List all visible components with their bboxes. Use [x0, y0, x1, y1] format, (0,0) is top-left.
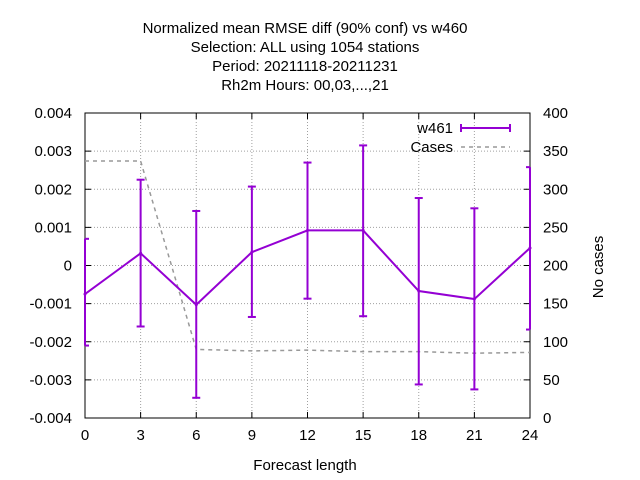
- x-tick-label: 15: [355, 427, 372, 444]
- y-tick-label: 0.002: [34, 181, 72, 198]
- y2-tick-label: 200: [543, 258, 568, 275]
- y2-tick-label: 50: [543, 372, 560, 389]
- y-tick-label: -0.003: [29, 372, 72, 389]
- w461-point: [306, 228, 309, 232]
- y-tick-label: 0.004: [34, 105, 72, 122]
- title-line: Selection: ALL using 1054 stations: [191, 39, 420, 56]
- cases-line: [85, 160, 531, 354]
- y2-axis-label: No cases: [590, 236, 607, 299]
- x-tick-label: 0: [81, 427, 89, 444]
- series-w461: [83, 144, 532, 399]
- x-axis-label: Forecast length: [253, 457, 356, 474]
- y-tick-label: 0: [64, 258, 72, 275]
- series-cases: [85, 160, 531, 354]
- x-tick-label: 3: [136, 427, 144, 444]
- x-tick-label: 9: [248, 427, 256, 444]
- w461-point: [194, 303, 198, 307]
- legend-label-cases: Cases: [410, 139, 453, 156]
- w461-point: [250, 250, 254, 254]
- y2-tick-label: 0: [543, 410, 551, 427]
- axis-ticks: 0 3 6 9 12 15 18 21 24 0.004 0.003 0.002 0.001 0 -0.00…: [29, 105, 568, 444]
- legend-label-w461: w461: [416, 120, 453, 137]
- x-tick-label: 12: [299, 427, 316, 444]
- w461-point: [361, 228, 365, 232]
- x-tick-label: 24: [522, 427, 539, 444]
- y2-tick-label: 250: [543, 219, 568, 236]
- w461-point: [417, 289, 421, 293]
- y2-tick-label: 100: [543, 334, 568, 351]
- title-line: Normalized mean RMSE diff (90% conf) vs …: [143, 20, 468, 37]
- y-tick-label: -0.001: [29, 296, 72, 313]
- y2-tick-label: 150: [543, 296, 568, 313]
- y-tick-label: -0.002: [29, 334, 72, 351]
- title-line: Rh2m Hours: 00,03,...,21: [221, 77, 389, 94]
- y-tick-label: 0.001: [34, 219, 72, 236]
- w461-point: [472, 297, 476, 301]
- x-tick-label: 21: [466, 427, 483, 444]
- w461-point: [83, 292, 87, 296]
- y-tick-label: -0.004: [29, 410, 72, 427]
- y2-tick-label: 300: [543, 181, 568, 198]
- w461-point: [528, 246, 532, 250]
- x-tick-label: 6: [192, 427, 200, 444]
- y-tick-label: 0.003: [34, 143, 72, 160]
- w461-point: [139, 251, 143, 255]
- y2-tick-label: 400: [543, 105, 568, 122]
- x-tick-label: 18: [410, 427, 427, 444]
- chart-title: Normalized mean RMSE diff (90% conf) vs …: [143, 20, 468, 94]
- legend: w461 Cases: [410, 120, 511, 156]
- title-line: Period: 20211118-20211231: [212, 58, 398, 75]
- y2-tick-label: 350: [543, 143, 568, 160]
